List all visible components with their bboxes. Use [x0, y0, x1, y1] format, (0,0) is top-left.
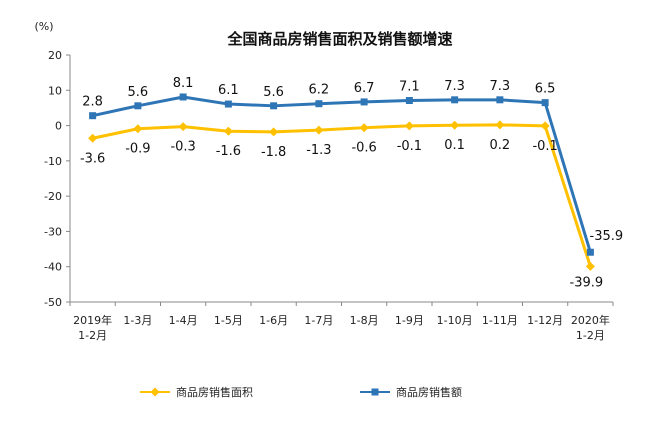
y-tick-label: -40 [44, 261, 62, 274]
data-point [315, 100, 323, 108]
y-tick-label: 20 [48, 49, 62, 62]
series-layer [88, 93, 595, 271]
data-label: 7.3 [444, 79, 465, 94]
data-point [495, 120, 505, 130]
data-label: -0.9 [125, 142, 150, 157]
legend-marker [371, 388, 379, 396]
data-label: -39.9 [570, 275, 604, 290]
y-axis: 20 10 0 -10 -20 -30 -40 -50 [44, 49, 71, 309]
legend: 商品房销售面积 商品房销售额 [140, 385, 462, 399]
x-tick-label: 1-12月 [527, 314, 563, 327]
data-label: 0.2 [490, 138, 511, 153]
data-label: -1.8 [261, 145, 286, 160]
y-tick-label: -30 [44, 225, 62, 238]
data-point [450, 120, 460, 130]
data-label: 8.1 [173, 76, 194, 91]
x-tick-label: 1-8月 [350, 314, 379, 327]
data-point [360, 98, 368, 106]
data-label: -0.6 [351, 141, 376, 156]
data-point [179, 93, 187, 101]
x-tick-label: 2019年 [73, 313, 112, 327]
data-label: -1.3 [306, 143, 331, 158]
data-point [404, 121, 414, 131]
chart-title: 全国商品房销售面积及销售额增速 [226, 30, 452, 48]
data-label: -0.3 [170, 140, 195, 155]
data-point [88, 133, 98, 143]
data-labels-layer: -3.6 -0.9 -0.3 -1.6 -1.8 -1.3 -0.6 -0.1 0.1 0.2 -0… [80, 76, 623, 290]
x-tick-label: 1-9月 [395, 314, 424, 327]
y-tick-label: -50 [44, 296, 62, 309]
data-point [359, 123, 369, 133]
x-tick-label: 1-4月 [169, 314, 198, 327]
x-tick-label: 1-7月 [304, 314, 333, 327]
data-point [496, 96, 504, 104]
data-point [270, 102, 278, 110]
data-point [178, 122, 188, 132]
y-tick-label: 10 [48, 84, 62, 97]
legend-label: 商品房销售额 [396, 385, 462, 399]
data-label: 6.7 [354, 81, 375, 96]
series-line-sales-amount [92, 95, 592, 253]
data-label: 2.8 [82, 95, 103, 110]
data-point [133, 124, 143, 134]
data-label: -0.1 [397, 139, 422, 154]
x-tick-label: 1-10月 [437, 314, 473, 327]
data-label: -35.9 [590, 229, 624, 244]
x-tick-label: 1-2月 [576, 329, 605, 342]
data-point [585, 261, 595, 271]
legend-label: 商品房销售面积 [176, 385, 253, 399]
data-point [223, 126, 233, 136]
data-label: 5.6 [263, 85, 284, 100]
data-point [540, 121, 550, 131]
x-tick-label: 1-5月 [214, 314, 243, 327]
data-point [541, 99, 549, 107]
y-tick-label: -20 [44, 190, 62, 203]
x-tick-label: 1-3月 [123, 314, 152, 327]
x-tick-label: 1-11月 [482, 314, 518, 327]
x-tick-label: 2020年 [571, 313, 610, 327]
y-tick-label: 0 [55, 120, 62, 133]
data-point [269, 127, 279, 137]
y-tick-label: -10 [44, 155, 62, 168]
legend-marker [150, 387, 160, 397]
data-point [224, 100, 232, 108]
x-axis: 2019年 1-2月 1-3月 1-4月 1-5月 1-6月 1-7月 1-8月 1-9月 1-1… [69, 301, 614, 342]
x-tick-label: 1-2月 [78, 329, 107, 342]
y-axis-unit-label: (%) [34, 20, 53, 33]
data-label: -0.1 [532, 139, 557, 154]
data-label: -1.6 [216, 144, 241, 159]
data-label: 6.2 [309, 83, 330, 98]
data-label: -3.6 [80, 151, 105, 166]
data-point [451, 96, 459, 104]
data-point [405, 97, 413, 105]
data-label: 6.5 [535, 82, 556, 97]
data-point [586, 248, 594, 256]
x-tick-label: 1-6月 [259, 314, 288, 327]
data-label: 6.1 [218, 83, 239, 98]
data-label: 7.1 [399, 80, 420, 95]
series-line-sales-area [92, 123, 592, 267]
data-point [134, 102, 142, 110]
data-point [89, 112, 97, 120]
data-label: 5.6 [128, 85, 149, 100]
data-point [314, 125, 324, 135]
data-label: 7.3 [490, 79, 511, 94]
data-label: 0.1 [444, 138, 465, 153]
